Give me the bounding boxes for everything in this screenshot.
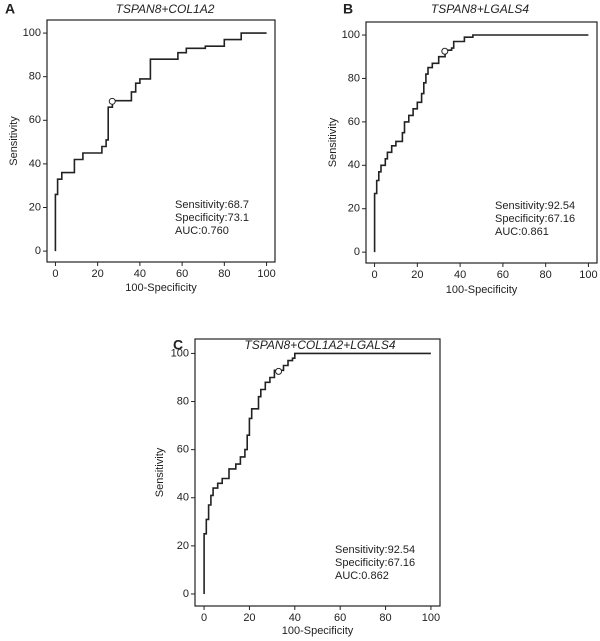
y-tick-label: 0 <box>35 245 41 257</box>
annotation: AUC:0.862 <box>335 570 389 582</box>
annotation: Sensitivity:92.54 <box>495 200 575 212</box>
plot-frame <box>365 21 598 264</box>
x-tick-label: 40 <box>289 612 301 624</box>
x-tick-label: 20 <box>411 269 423 281</box>
x-tick-label: 60 <box>497 269 509 281</box>
x-tick-label: 100 <box>422 612 440 624</box>
annotation: Sensitivity:68.7 <box>175 199 249 211</box>
y-tick-label: 40 <box>29 158 41 170</box>
cutoff-point <box>441 47 449 55</box>
y-tick-label: 40 <box>348 159 360 171</box>
cutoff-point <box>108 97 116 105</box>
panel-letter: A <box>5 1 15 17</box>
x-tick-label: 40 <box>134 268 146 280</box>
y-tick-label: 60 <box>177 444 189 456</box>
plot-frame <box>194 338 441 607</box>
x-tick-label: 100 <box>257 268 275 280</box>
panel-letter: B <box>343 1 353 17</box>
roc-curve <box>373 34 589 253</box>
y-tick-label: 100 <box>23 27 41 39</box>
y-tick-label: 0 <box>183 588 189 600</box>
y-tick-label: 40 <box>177 492 189 504</box>
x-tick-label: 80 <box>379 612 391 624</box>
y-axis-label: Sensitivity <box>154 447 166 497</box>
x-axis-label: 100-Specificity <box>282 625 354 637</box>
y-tick-label: 80 <box>177 395 189 407</box>
roc-curve <box>54 32 267 252</box>
x-tick-label: 20 <box>243 612 255 624</box>
x-tick-label: 80 <box>540 269 552 281</box>
y-tick-label: 20 <box>177 540 189 552</box>
chart-title: TSPAN8+COL1A2 <box>116 2 215 16</box>
cutoff-point <box>275 367 283 375</box>
x-tick-label: 0 <box>201 612 207 624</box>
x-tick-label: 60 <box>334 612 346 624</box>
x-tick-label: 0 <box>52 268 58 280</box>
y-tick-label: 20 <box>348 203 360 215</box>
x-tick-label: 100 <box>579 269 597 281</box>
annotation: AUC:0.861 <box>495 226 549 238</box>
chart-title: TSPAN8+LGALS4 <box>431 2 529 16</box>
y-tick-label: 0 <box>354 246 360 258</box>
x-tick-label: 80 <box>218 268 230 280</box>
annotation: Specificity:73.1 <box>175 212 249 224</box>
annotation: AUC:0.760 <box>175 225 229 237</box>
y-axis-label: Sensitivity <box>327 117 339 167</box>
x-axis-label: 100-Specificity <box>125 282 197 294</box>
annotation: Specificity:67.16 <box>335 557 415 569</box>
y-tick-label: 60 <box>348 116 360 128</box>
y-tick-label: 100 <box>342 29 360 41</box>
x-tick-label: 40 <box>454 269 466 281</box>
roc-curve <box>203 352 431 594</box>
plot-frame <box>46 19 276 263</box>
y-tick-label: 80 <box>348 72 360 84</box>
y-tick-label: 20 <box>29 201 41 213</box>
x-axis-label: 100-Specificity <box>446 284 518 296</box>
x-tick-label: 0 <box>371 269 377 281</box>
panel-letter: C <box>173 337 183 353</box>
x-tick-label: 20 <box>92 268 104 280</box>
y-tick-label: 100 <box>171 347 189 359</box>
y-tick-label: 80 <box>29 71 41 83</box>
y-tick-label: 60 <box>29 114 41 126</box>
annotation: Specificity:67.16 <box>495 213 575 225</box>
x-tick-label: 60 <box>176 268 188 280</box>
chart-title: TSPAN8+COL1A2+LGALS4 <box>244 338 396 352</box>
y-axis-label: Sensitivity <box>8 116 20 166</box>
annotation: Sensitivity:92.54 <box>335 544 415 556</box>
